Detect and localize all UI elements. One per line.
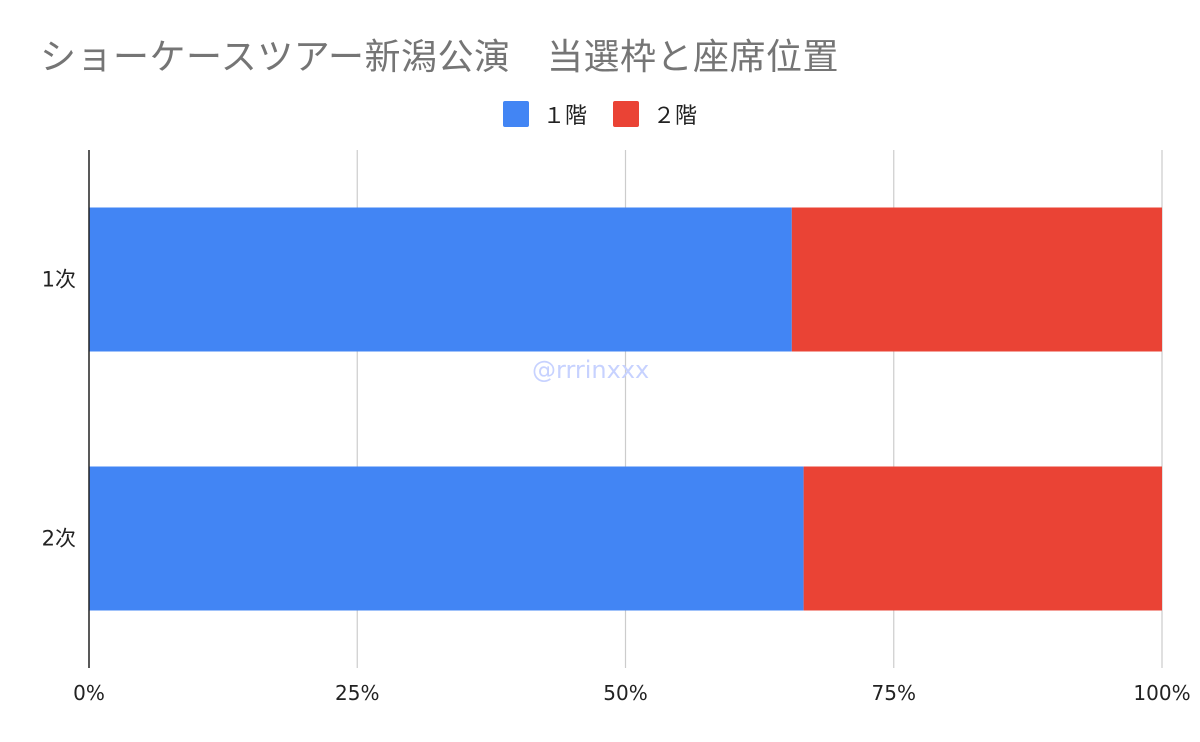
x-tick-label-1: 25% <box>335 681 379 705</box>
chart-title: ショーケースツアー新潟公演 当選枠と座席位置 <box>40 37 840 78</box>
category-label-1: 1次 <box>42 268 76 292</box>
legend-label-floor-1: １階 <box>542 104 587 129</box>
bar-2-1 <box>791 207 1162 352</box>
bar-1-2 <box>89 466 804 611</box>
axis-labels: 0% 25% 50% 75% 100% 1次 2次 <box>42 268 1191 706</box>
bar-1-1 <box>89 207 792 352</box>
legend-swatch-floor-2 <box>613 101 639 127</box>
legend: １階 ２階 <box>0 98 1200 130</box>
x-tick-label-0: 0% <box>73 681 105 705</box>
x-tick-label-4: 100% <box>1133 681 1190 705</box>
legend-item-floor-2: ２階 <box>613 98 697 130</box>
watermark: @rrrinxxx <box>532 356 649 384</box>
legend-swatch-floor-1 <box>502 101 529 127</box>
legend-label-floor-2: ２階 <box>653 104 698 129</box>
x-tick-label-3: 75% <box>872 681 916 705</box>
bar-2-2 <box>803 466 1162 611</box>
category-label-2: 2次 <box>42 527 76 551</box>
x-tick-label-2: 50% <box>603 681 647 705</box>
legend-item-floor-1: １階 <box>502 98 587 130</box>
bars <box>89 207 1162 611</box>
